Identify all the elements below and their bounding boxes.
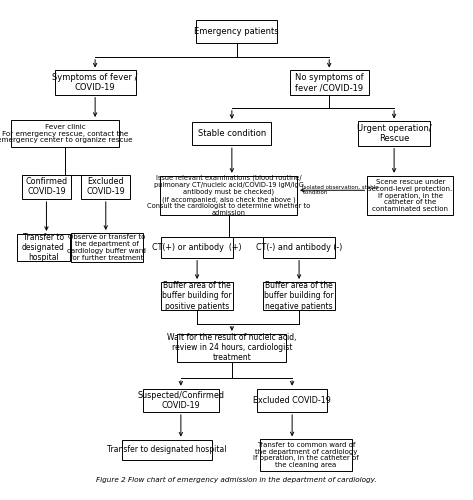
FancyBboxPatch shape xyxy=(161,238,233,258)
Text: Buffer area of the
buffer building for
positive patients: Buffer area of the buffer building for p… xyxy=(162,282,232,310)
Text: Emergency patients: Emergency patients xyxy=(194,27,279,36)
Text: Buffer area of the
buffer building for
negative patients: Buffer area of the buffer building for n… xyxy=(264,282,334,310)
Text: Wait for the result of nucleic acid,
review in 24 hours, cardiologist
treatment: Wait for the result of nucleic acid, rev… xyxy=(167,334,297,362)
Text: Figure 2 Flow chart of emergency admission in the department of cardiology.: Figure 2 Flow chart of emergency admissi… xyxy=(96,476,377,482)
Text: Observe or transfer to
the department of
cardiology buffer ward
for further trea: Observe or transfer to the department of… xyxy=(67,234,146,260)
Text: Confirmed
COVID-19: Confirmed COVID-19 xyxy=(26,178,68,197)
Text: Urgent operation/
Rescue: Urgent operation/ Rescue xyxy=(357,124,431,143)
FancyBboxPatch shape xyxy=(22,175,71,199)
Text: Fever clinic
For emergency rescue, contact the
emergency center to organize resc: Fever clinic For emergency rescue, conta… xyxy=(0,124,133,144)
FancyBboxPatch shape xyxy=(71,233,143,262)
FancyBboxPatch shape xyxy=(263,282,335,310)
FancyBboxPatch shape xyxy=(260,440,352,471)
FancyBboxPatch shape xyxy=(196,20,277,44)
Text: CT(-) and antibody (-): CT(-) and antibody (-) xyxy=(256,243,342,252)
FancyBboxPatch shape xyxy=(290,70,368,94)
FancyBboxPatch shape xyxy=(263,238,335,258)
Text: Transfer to
designated
hospital: Transfer to designated hospital xyxy=(22,233,65,262)
FancyBboxPatch shape xyxy=(368,176,453,216)
Text: No symptoms of
fever /COVID-19: No symptoms of fever /COVID-19 xyxy=(295,73,364,92)
FancyBboxPatch shape xyxy=(358,122,430,146)
FancyBboxPatch shape xyxy=(143,388,219,412)
FancyBboxPatch shape xyxy=(10,120,120,147)
Text: Stable condition: Stable condition xyxy=(198,129,266,138)
FancyBboxPatch shape xyxy=(257,388,327,412)
FancyBboxPatch shape xyxy=(177,334,286,362)
Text: Transfer to common ward of
the department of cardiology
If operation, in the cat: Transfer to common ward of the departmen… xyxy=(253,442,359,468)
Text: Symptoms of fever /
COVID-19: Symptoms of fever / COVID-19 xyxy=(53,73,138,92)
Text: Transfer to designated hospital: Transfer to designated hospital xyxy=(107,445,227,454)
FancyBboxPatch shape xyxy=(161,282,233,310)
Text: Excluded
COVID-19: Excluded COVID-19 xyxy=(87,178,125,197)
Text: Isolated observation, stable
condition: Isolated observation, stable condition xyxy=(302,185,379,196)
FancyBboxPatch shape xyxy=(54,70,136,94)
FancyBboxPatch shape xyxy=(17,234,70,261)
FancyBboxPatch shape xyxy=(193,122,272,145)
Text: Excluded COVID-19: Excluded COVID-19 xyxy=(253,396,331,405)
FancyBboxPatch shape xyxy=(81,175,130,199)
Text: Suspected/Confirmed
COVID-19: Suspected/Confirmed COVID-19 xyxy=(137,391,224,410)
Text: CT(+) or antibody  (+): CT(+) or antibody (+) xyxy=(152,243,242,252)
FancyBboxPatch shape xyxy=(160,176,297,216)
Text: Scene rescue under
second-level protection.
If operation, in the
catheter of the: Scene rescue under second-level protecti… xyxy=(368,179,453,212)
Text: Issue relevant examinations (blood routine/
pulmonary CT/nucleic acid/COVID-19 I: Issue relevant examinations (blood routi… xyxy=(147,175,310,216)
FancyBboxPatch shape xyxy=(122,440,212,460)
